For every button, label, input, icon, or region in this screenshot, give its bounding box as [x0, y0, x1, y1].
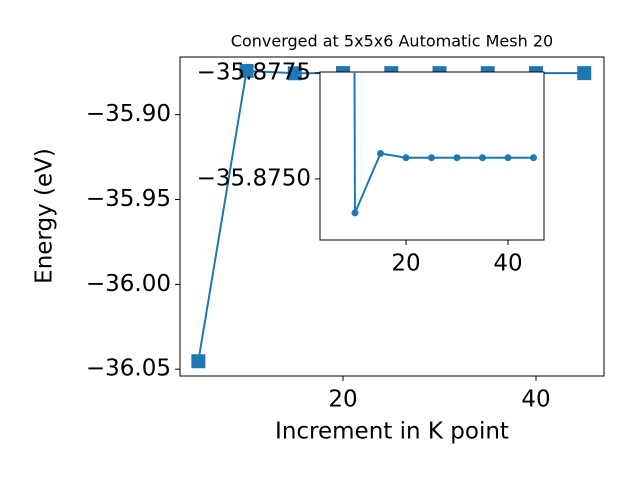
y-tick-label: −36.05 [86, 356, 171, 382]
y-axis-label: Energy (eV) [32, 148, 58, 284]
marker [453, 154, 461, 162]
marker [287, 66, 302, 81]
plot-layer [351, 72, 537, 217]
marker [239, 63, 254, 78]
x-tick-label: 20 [391, 251, 420, 277]
y-tick-label: −35.8775 [197, 59, 311, 85]
marker [577, 66, 592, 81]
marker [529, 154, 537, 162]
x-tick-label: 40 [521, 387, 550, 413]
x-axis-label: Increment in K point [275, 419, 509, 445]
marker [427, 154, 435, 162]
y-tick-label: −36.00 [86, 271, 171, 297]
y-tick-label: −35.95 [86, 186, 171, 212]
x-tick-label: 40 [493, 251, 522, 277]
chart-title: Converged at 5x5x6 Automatic Mesh 20 [231, 32, 553, 51]
marker [191, 354, 206, 369]
marker [504, 154, 512, 162]
y-tick-label: −35.8750 [197, 165, 311, 191]
marker [478, 154, 486, 162]
marker [376, 149, 384, 157]
marker [402, 154, 410, 162]
x-tick-label: 20 [328, 387, 357, 413]
y-tick-label: −35.90 [86, 101, 171, 127]
marker [351, 209, 359, 217]
